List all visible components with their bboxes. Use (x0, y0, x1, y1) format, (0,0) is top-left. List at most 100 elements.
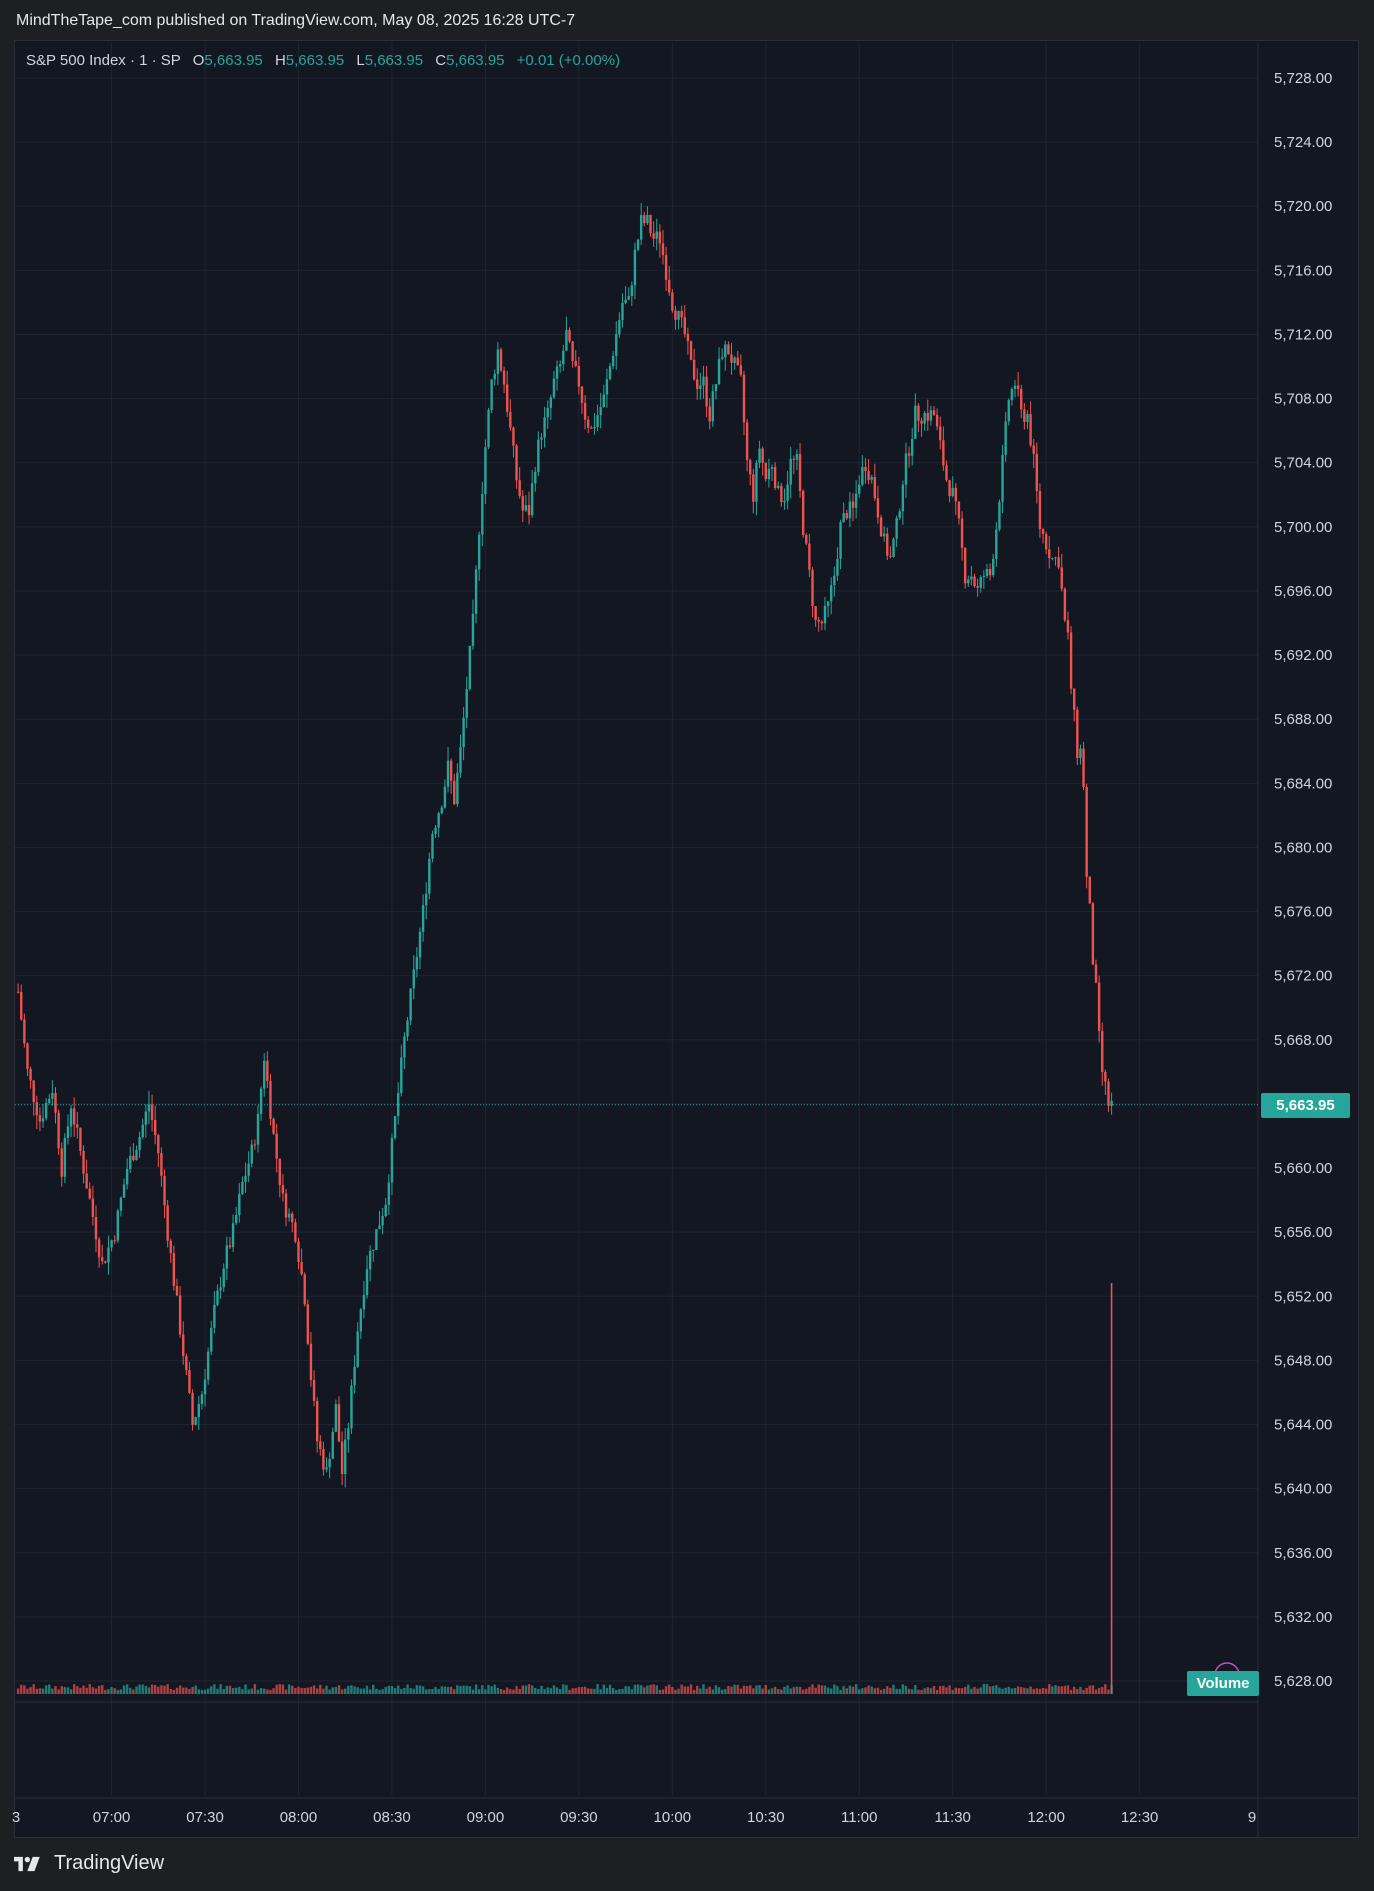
candle-body (203, 1379, 207, 1395)
volume-bar (406, 1684, 409, 1694)
y-tick-label: 5,628.00 (1274, 1673, 1332, 1690)
candle-body (1013, 385, 1017, 390)
candle-body (530, 483, 534, 516)
volume-bar (552, 1685, 556, 1694)
candle-body (963, 547, 967, 584)
volume-bar (322, 1688, 325, 1694)
volume-bar (82, 1685, 85, 1694)
candle-body (686, 333, 690, 342)
volume-bar (421, 1686, 425, 1694)
candle-body (216, 1290, 219, 1305)
candle-body (1023, 409, 1026, 423)
volume-bar (32, 1684, 35, 1694)
volume-bar (69, 1689, 73, 1694)
volume-bar (717, 1687, 721, 1694)
candle-body (331, 1431, 334, 1459)
candle-body (1066, 620, 1070, 633)
volume-bar (627, 1686, 630, 1694)
candle-body (658, 231, 662, 244)
candle-body (745, 422, 749, 461)
volume-bar (300, 1687, 303, 1694)
volume-bar (20, 1684, 23, 1694)
volume-bar (390, 1686, 394, 1694)
chart-area[interactable] (14, 40, 1359, 1838)
volume-bar (116, 1689, 120, 1694)
volume-bar (833, 1684, 836, 1694)
candle-body (664, 255, 668, 280)
legend-low-label: L (356, 52, 365, 69)
candle-body (225, 1245, 229, 1269)
candle-body (814, 606, 817, 620)
legend-close-value: 5,663.95 (446, 52, 505, 69)
volume-bar (1023, 1687, 1026, 1694)
candle-body (328, 1458, 331, 1468)
candle-body (188, 1370, 191, 1393)
volume-bar (618, 1689, 621, 1694)
legend-symbol[interactable]: S&P 500 Index · 1 · SP (26, 52, 181, 69)
candle-body (923, 413, 926, 424)
volume-bar (213, 1684, 216, 1694)
candle-body (294, 1222, 297, 1242)
y-tick-label: 5,680.00 (1274, 839, 1332, 856)
candle-body (172, 1253, 176, 1287)
candle-body (384, 1204, 387, 1217)
volume-bar (197, 1689, 201, 1694)
candle-body (85, 1173, 88, 1189)
candle-body (643, 215, 646, 224)
candle-body (403, 1036, 406, 1058)
candle-body (493, 373, 496, 380)
volume-bar (26, 1688, 29, 1694)
volume-bar (577, 1687, 581, 1694)
candle-body (580, 386, 584, 403)
candle-body (736, 357, 739, 366)
volume-bar (446, 1686, 450, 1694)
volume-bar (674, 1689, 677, 1694)
y-tick-label: 5,644.00 (1274, 1417, 1332, 1434)
volume-bar (462, 1685, 465, 1694)
y-tick-label: 5,728.00 (1274, 70, 1332, 87)
candle-body (599, 407, 602, 416)
volume-bar (153, 1685, 157, 1694)
candle-body (527, 505, 531, 516)
candle-body (418, 931, 422, 958)
brand-name[interactable]: TradingView (54, 1852, 165, 1874)
candle-body (206, 1351, 210, 1380)
candle-body (269, 1080, 272, 1119)
volume-bar (571, 1688, 574, 1694)
volume-bar (297, 1686, 300, 1694)
candle-body (372, 1249, 375, 1251)
candle-body (957, 501, 961, 519)
volume-bar (88, 1684, 91, 1694)
candle-body (733, 357, 736, 363)
candle-body (633, 249, 637, 286)
legend-close-label: C (435, 52, 447, 69)
candle-body (1085, 786, 1088, 877)
candle-body (727, 344, 730, 355)
candle-body (901, 484, 905, 512)
candle-body (574, 360, 577, 366)
candle-body (101, 1257, 104, 1262)
volume-bar (643, 1687, 646, 1694)
candle-body (1097, 982, 1101, 1031)
volume-bar (291, 1685, 294, 1694)
volume-bar (830, 1688, 833, 1694)
volume-indicator-label[interactable]: Volume (1187, 1671, 1259, 1696)
candle-body (711, 391, 715, 422)
candle-body (714, 384, 718, 392)
candle-body (496, 349, 500, 374)
volume-bar (272, 1688, 275, 1694)
candle-body (381, 1216, 384, 1226)
candle-body (122, 1184, 126, 1198)
volume-bar (234, 1687, 238, 1694)
volume-bar (758, 1685, 761, 1694)
candle-body (518, 480, 521, 497)
candle-body (717, 358, 721, 385)
candle-body (926, 413, 929, 421)
candle-body (44, 1103, 48, 1119)
candle-body (798, 454, 802, 491)
volume-bar (368, 1689, 372, 1694)
volume-bar (736, 1684, 739, 1694)
x-tick-label: 07:30 (186, 1809, 224, 1826)
volume-bar (593, 1688, 596, 1694)
